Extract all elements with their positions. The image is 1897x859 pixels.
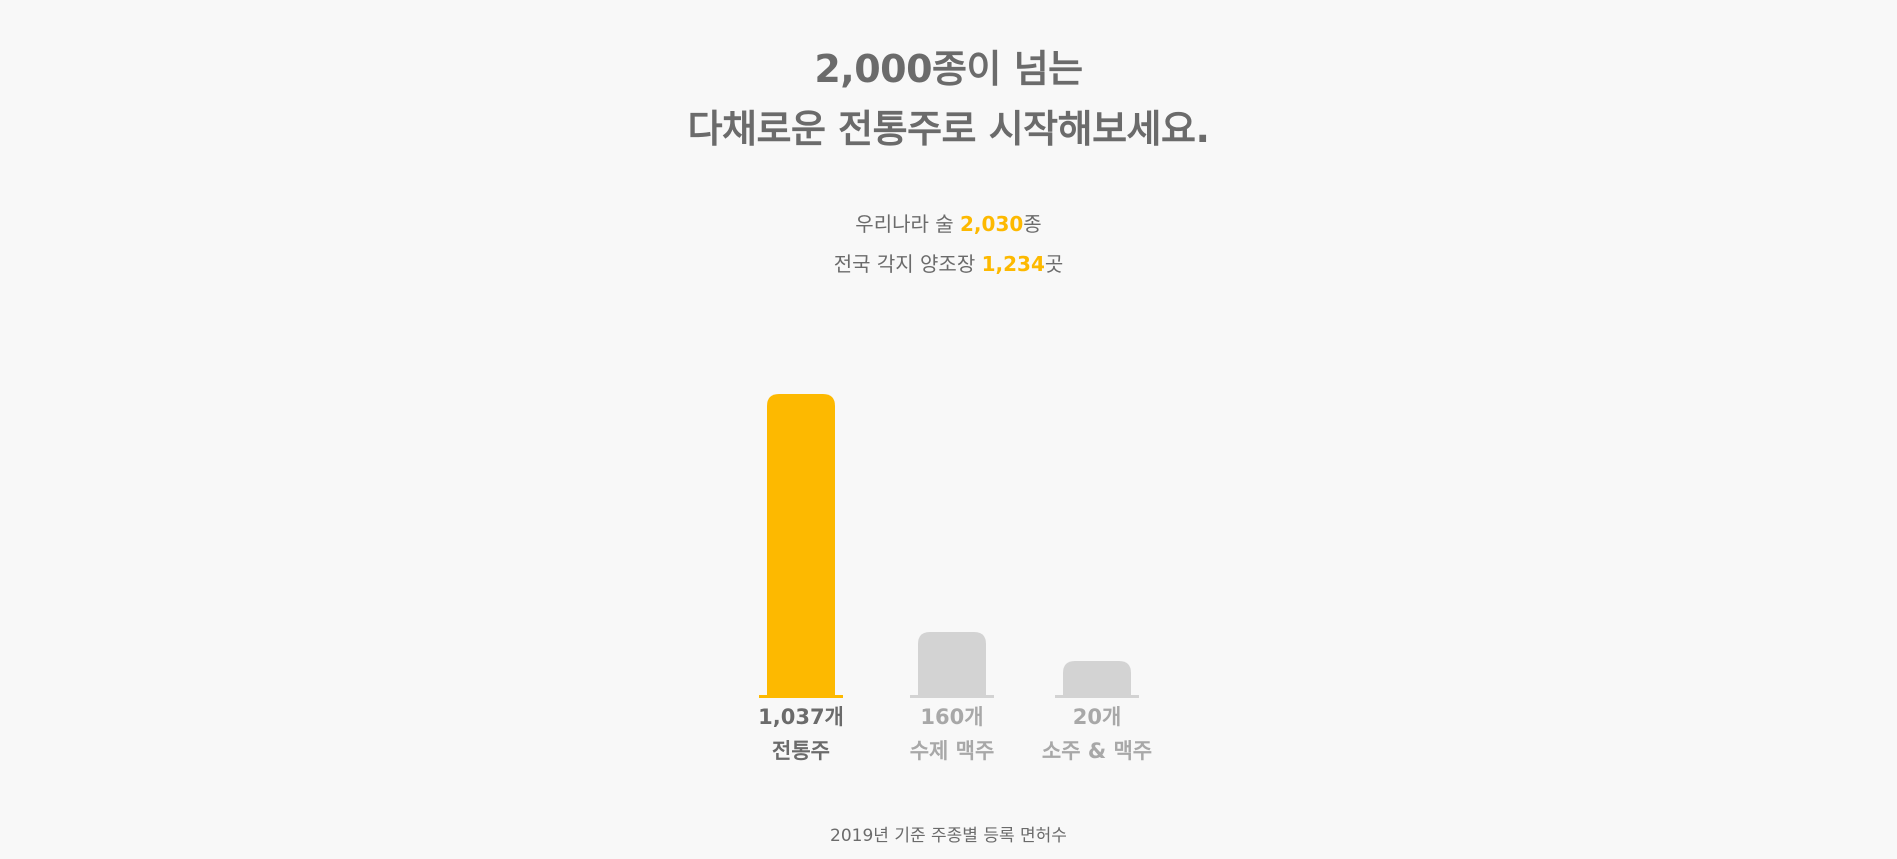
stat-brewery-count: 전국 각지 양조장 1,234곳 bbox=[0, 248, 1897, 277]
bar-2 bbox=[918, 632, 986, 696]
bar-category-label-2: 수제 맥주 bbox=[910, 739, 995, 763]
bar-3 bbox=[1063, 661, 1131, 696]
bar-category-label-3: 소주 & 맥주 bbox=[1042, 739, 1152, 763]
stat-liquor-count: 우리나라 술 2,030종 bbox=[0, 208, 1897, 237]
bar-value-label-2: 160개 bbox=[920, 705, 983, 729]
headline-line-2: 다채로운 전통주로 시작해보세요. bbox=[687, 107, 1210, 151]
bar-baseline-2 bbox=[910, 695, 994, 698]
chart-caption: 2019년 기준 주종별 등록 면허수 bbox=[830, 826, 1067, 846]
headline-line-1: 2,000종이 넘는 bbox=[814, 47, 1083, 91]
stat-liquor-value: 2,030 bbox=[960, 212, 1024, 236]
bar-category-label-1: 전통주 bbox=[772, 739, 830, 763]
bar-baseline-3 bbox=[1055, 695, 1139, 698]
bar-baseline-1 bbox=[759, 695, 843, 698]
stat-brewery-value: 1,234 bbox=[981, 252, 1045, 276]
stat-liquor-suffix: 종 bbox=[1023, 212, 1042, 236]
bar-value-label-1: 1,037개 bbox=[758, 705, 844, 729]
bar-value-label-3: 20개 bbox=[1073, 705, 1122, 729]
stat-brewery-suffix: 곳 bbox=[1044, 252, 1064, 276]
bar-1 bbox=[767, 394, 835, 696]
stat-liquor-prefix: 우리나라 술 bbox=[855, 212, 961, 236]
stat-brewery-prefix: 전국 각지 양조장 bbox=[833, 252, 982, 276]
